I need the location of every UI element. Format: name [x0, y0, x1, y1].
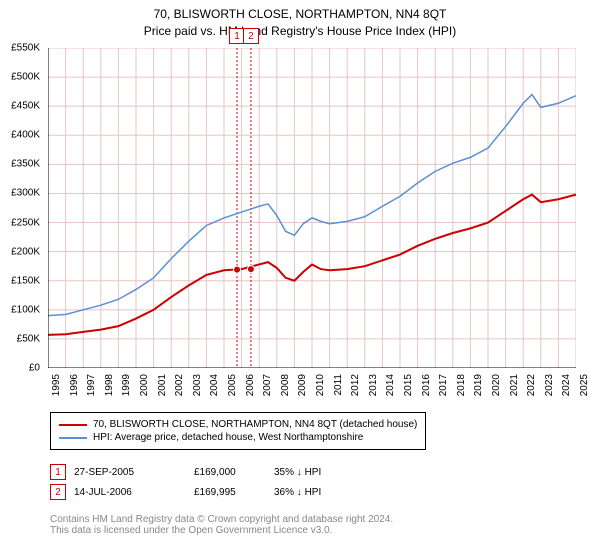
x-tick-label: 2001: [157, 374, 168, 396]
sale-row: 2 14-JUL-2006 £169,995 36% ↓ HPI: [50, 484, 374, 500]
legend-row-series1: 70, BLISWORTH CLOSE, NORTHAMPTON, NN4 8Q…: [59, 419, 417, 430]
x-tick-label: 2017: [438, 374, 449, 396]
x-tick-label: 2008: [280, 374, 291, 396]
x-tick-label: 1999: [121, 374, 132, 396]
y-tick-label: £350K: [11, 159, 40, 170]
x-tick-label: 2020: [491, 374, 502, 396]
sale-delta: 36% ↓ HPI: [274, 487, 374, 498]
sale-row: 1 27-SEP-2005 £169,000 35% ↓ HPI: [50, 464, 374, 480]
y-tick-label: £550K: [11, 43, 40, 54]
footer-line1: Contains HM Land Registry data © Crown c…: [50, 514, 393, 525]
footer-attribution: Contains HM Land Registry data © Crown c…: [50, 514, 393, 536]
x-tick-label: 2024: [561, 374, 572, 396]
x-tick-label: 1995: [51, 374, 62, 396]
chart-sale-marker: 2: [243, 28, 259, 44]
x-tick-label: 2013: [368, 374, 379, 396]
x-tick-label: 1998: [104, 374, 115, 396]
legend-swatch-series1: [59, 424, 87, 426]
footer-line2: This data is licensed under the Open Gov…: [50, 525, 393, 536]
x-tick-label: 2023: [544, 374, 555, 396]
x-tick-label: 2005: [227, 374, 238, 396]
chart-title-line1: 70, BLISWORTH CLOSE, NORTHAMPTON, NN4 8Q…: [0, 6, 600, 23]
x-tick-label: 2021: [509, 374, 520, 396]
y-tick-label: £50K: [17, 333, 40, 344]
sale-price: £169,995: [194, 487, 274, 498]
x-tick-label: 2015: [403, 374, 414, 396]
x-tick-label: 2019: [473, 374, 484, 396]
sale-date: 27-SEP-2005: [74, 467, 194, 478]
sale-delta: 35% ↓ HPI: [274, 467, 374, 478]
x-tick-label: 2012: [350, 374, 361, 396]
x-axis-labels: 1995 1996 1997 1998 1999 2000 2001 2002 2003 2004…: [48, 374, 576, 404]
legend-label-series2: HPI: Average price, detached house, West…: [93, 432, 363, 443]
legend-label-series1: 70, BLISWORTH CLOSE, NORTHAMPTON, NN4 8Q…: [93, 419, 417, 430]
x-tick-label: 2018: [456, 374, 467, 396]
y-tick-label: £150K: [11, 275, 40, 286]
x-tick-label: 2025: [579, 374, 590, 396]
x-tick-label: 1997: [86, 374, 97, 396]
legend-row-series2: HPI: Average price, detached house, West…: [59, 432, 417, 443]
sale-marker-icon: 1: [50, 464, 66, 480]
x-tick-label: 2002: [174, 374, 185, 396]
x-tick-label: 2003: [192, 374, 203, 396]
x-tick-label: 2011: [333, 374, 344, 396]
sale-events-table: 1 27-SEP-2005 £169,000 35% ↓ HPI 2 14-JU…: [50, 460, 374, 504]
sale-marker-icon: 2: [50, 484, 66, 500]
legend-box: 70, BLISWORTH CLOSE, NORTHAMPTON, NN4 8Q…: [50, 412, 426, 450]
x-tick-label: 2016: [421, 374, 432, 396]
sale-price: £169,000: [194, 467, 274, 478]
y-tick-label: £200K: [11, 246, 40, 257]
y-tick-label: £450K: [11, 101, 40, 112]
y-tick-label: £300K: [11, 188, 40, 199]
x-tick-label: 2009: [297, 374, 308, 396]
x-tick-label: 2022: [526, 374, 537, 396]
sale-date: 14-JUL-2006: [74, 487, 194, 498]
y-tick-label: £250K: [11, 217, 40, 228]
legend-swatch-series2: [59, 437, 87, 439]
x-tick-label: 1996: [69, 374, 80, 396]
chart-svg: [48, 48, 576, 368]
x-tick-label: 2004: [209, 374, 220, 396]
x-tick-label: 2010: [315, 374, 326, 396]
chart-title-block: 70, BLISWORTH CLOSE, NORTHAMPTON, NN4 8Q…: [0, 0, 600, 40]
x-tick-label: 2000: [139, 374, 150, 396]
y-tick-label: £400K: [11, 130, 40, 141]
x-tick-label: 2006: [245, 374, 256, 396]
y-axis-labels: £0£50K£100K£150K£200K£250K£300K£350K£400…: [0, 48, 44, 368]
y-tick-label: £500K: [11, 72, 40, 83]
y-tick-label: £0: [29, 363, 40, 374]
x-tick-label: 2014: [385, 374, 396, 396]
y-tick-label: £100K: [11, 304, 40, 315]
x-tick-label: 2007: [262, 374, 273, 396]
chart-plot-area: 12: [48, 48, 576, 368]
chart-title-line2: Price paid vs. HM Land Registry's House …: [0, 23, 600, 40]
